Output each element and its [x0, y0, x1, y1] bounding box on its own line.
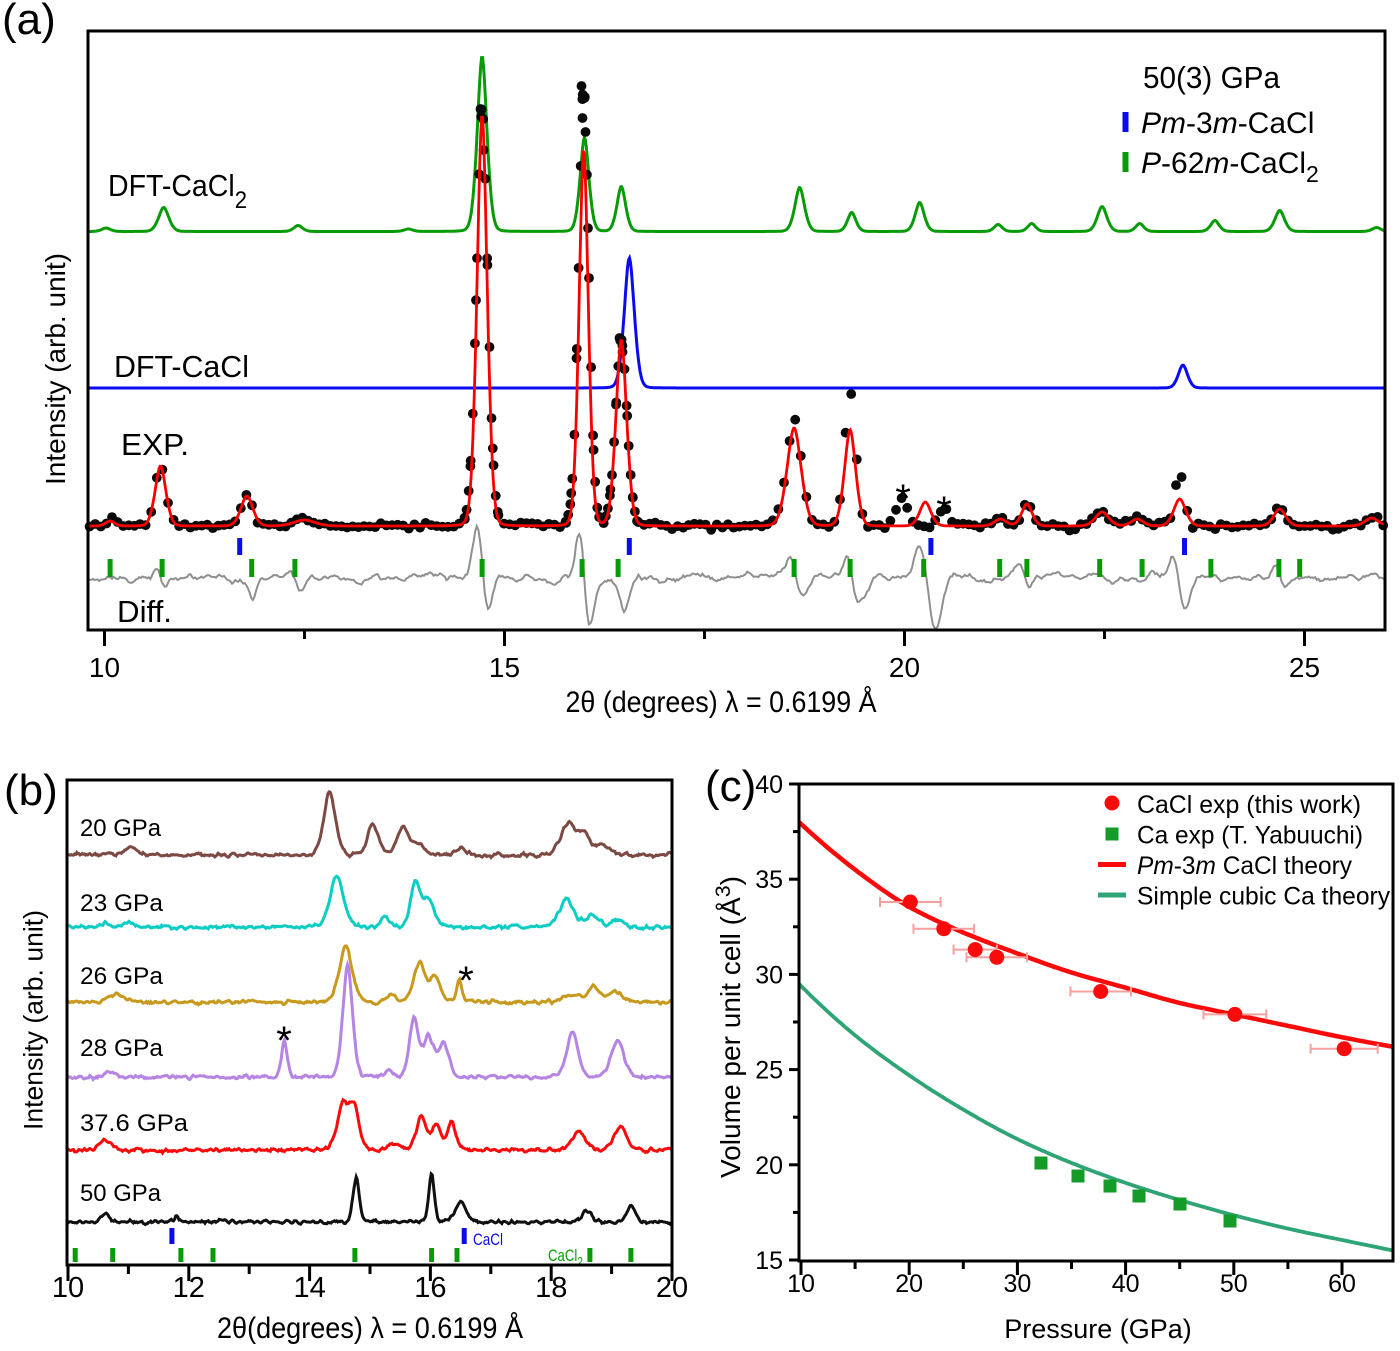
svg-text:15: 15 — [755, 1247, 783, 1275]
svg-text:25: 25 — [1289, 652, 1320, 683]
svg-text:40: 40 — [1112, 1270, 1140, 1298]
svg-text:26 GPa: 26 GPa — [80, 963, 164, 990]
svg-text:20: 20 — [656, 1272, 688, 1304]
svg-text:50(3) GPa: 50(3) GPa — [1143, 60, 1281, 95]
svg-text:60: 60 — [1328, 1270, 1356, 1298]
svg-text:Pm-3m-CaCl: Pm-3m-CaCl — [1141, 107, 1314, 140]
svg-text:40: 40 — [755, 771, 783, 799]
svg-text:Pm-3m CaCl theory: Pm-3m CaCl theory — [1137, 852, 1352, 880]
svg-text:CaCl2: CaCl2 — [548, 1246, 583, 1269]
svg-text:Volume per unit cell (Å3): Volume per unit cell (Å3) — [712, 876, 746, 1178]
svg-text:10: 10 — [89, 652, 120, 683]
svg-text:2θ(degrees) λ = 0.6199 Å: 2θ(degrees) λ = 0.6199 Å — [217, 1312, 523, 1345]
svg-text:CaCl: CaCl — [473, 1230, 503, 1249]
svg-text:10: 10 — [52, 1272, 84, 1304]
svg-text:CaCl exp (this work): CaCl exp (this work) — [1137, 791, 1361, 819]
svg-text:25: 25 — [755, 1057, 783, 1085]
svg-text:14: 14 — [293, 1272, 325, 1304]
svg-text:50: 50 — [1220, 1270, 1248, 1298]
svg-text:18: 18 — [535, 1272, 567, 1304]
svg-text:EXP.: EXP. — [121, 427, 189, 462]
svg-text:37.6 GPa: 37.6 GPa — [80, 1110, 189, 1137]
svg-text:(c): (c) — [705, 762, 756, 811]
svg-text:12: 12 — [173, 1272, 205, 1304]
svg-text:Ca exp (T. Yabuuchi): Ca exp (T. Yabuuchi) — [1137, 822, 1363, 850]
svg-text:30: 30 — [1003, 1270, 1031, 1298]
svg-text:10: 10 — [787, 1270, 815, 1298]
svg-text:50 GPa: 50 GPa — [80, 1180, 162, 1207]
svg-text:(a): (a) — [2, 0, 56, 44]
svg-text:Pressure (GPa): Pressure (GPa) — [1004, 1314, 1192, 1344]
svg-text:20 GPa: 20 GPa — [80, 815, 162, 842]
svg-text:DFT-CaCl: DFT-CaCl — [114, 349, 249, 384]
svg-text:15: 15 — [489, 652, 520, 683]
svg-text:*: * — [458, 959, 474, 1003]
svg-text:*: * — [276, 1019, 292, 1063]
svg-text:20: 20 — [889, 652, 920, 683]
svg-text:23 GPa: 23 GPa — [80, 890, 164, 917]
svg-text:35: 35 — [755, 866, 783, 894]
svg-text:*: * — [936, 489, 952, 533]
svg-text:20: 20 — [755, 1152, 783, 1180]
svg-text:(b): (b) — [4, 766, 58, 815]
svg-text:20: 20 — [895, 1270, 923, 1298]
svg-text:Diff.: Diff. — [117, 594, 172, 629]
svg-text:*: * — [895, 477, 911, 521]
svg-text:Intensity (arb. unit): Intensity (arb. unit) — [19, 910, 49, 1130]
svg-text:2θ (degrees) λ = 0.6199 Å: 2θ (degrees) λ = 0.6199 Å — [566, 686, 877, 719]
svg-text:30: 30 — [755, 961, 783, 989]
svg-text:28 GPa: 28 GPa — [80, 1035, 164, 1062]
svg-text:Simple cubic Ca theory: Simple cubic Ca theory — [1137, 883, 1390, 911]
svg-text:16: 16 — [414, 1272, 446, 1304]
svg-text:Intensity (arb. unit): Intensity (arb. unit) — [40, 253, 71, 485]
